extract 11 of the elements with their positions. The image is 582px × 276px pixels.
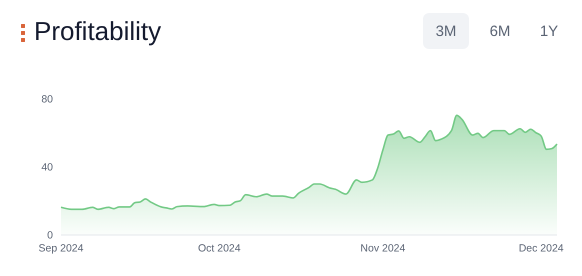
text: 6M (490, 23, 510, 40)
y-tick-label: 80 (41, 93, 54, 106)
text: 3M (436, 23, 456, 40)
x-tick-label: Oct 2024 (198, 242, 241, 254)
x-tick-label: Dec 2024 (518, 242, 564, 254)
chart-title: Profitability (34, 16, 162, 46)
text: 1Y (540, 23, 558, 40)
y-tick-label: 40 (41, 161, 54, 174)
x-tick-label: Nov 2024 (360, 242, 406, 254)
y-tick-label: 0 (47, 229, 54, 242)
x-tick-label: Sep 2024 (38, 242, 84, 254)
